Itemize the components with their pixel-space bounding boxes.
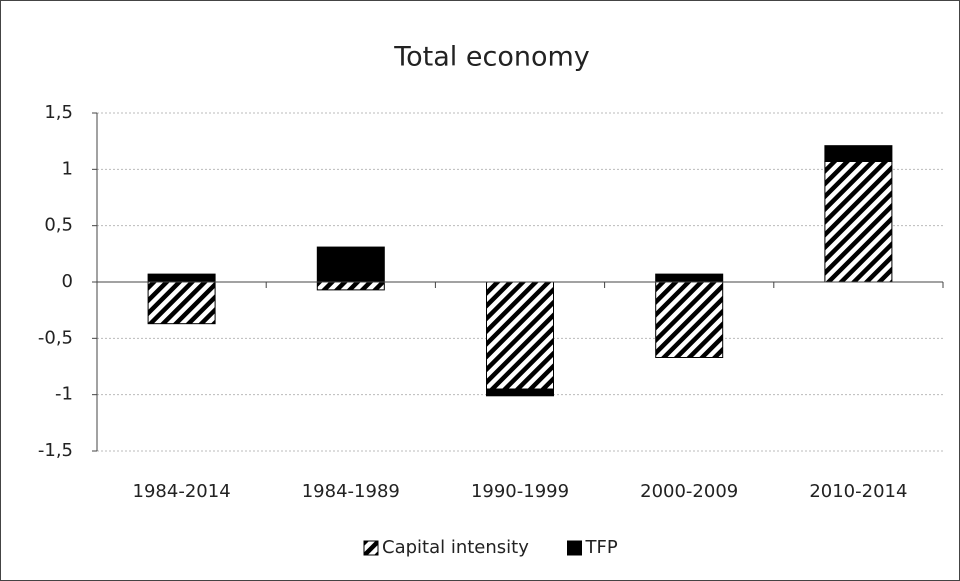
y-tick-label: 1,5 <box>44 102 73 123</box>
bar <box>655 281 724 358</box>
legend-swatch <box>363 540 379 556</box>
y-tick-label: 1 <box>62 158 73 179</box>
x-tick-label: 2010-2014 <box>809 481 907 502</box>
bar <box>824 145 893 162</box>
bar <box>147 273 216 283</box>
legend-label: Capital intensity <box>382 537 529 558</box>
y-tick-label: 0,5 <box>44 215 73 236</box>
y-tick-label: -1 <box>55 384 73 405</box>
bar <box>655 273 724 283</box>
y-tick-label: 0 <box>62 271 73 292</box>
legend-swatch <box>567 540 582 556</box>
legend-label: TFP <box>585 537 618 558</box>
bar <box>147 281 216 325</box>
bar <box>486 388 554 397</box>
x-tick-label: 2000-2009 <box>640 481 738 502</box>
y-tick-label: -0,5 <box>38 327 73 348</box>
bar <box>486 281 554 390</box>
x-tick-label: 1984-1989 <box>302 481 400 502</box>
y-tick-label: -1,5 <box>38 440 73 461</box>
x-tick-label: 1990-1999 <box>471 481 569 502</box>
bar <box>316 281 385 291</box>
chart-title: Total economy <box>393 42 590 73</box>
bar <box>316 246 385 283</box>
bar <box>824 160 893 283</box>
x-tick-label: 1984-2014 <box>133 481 231 502</box>
